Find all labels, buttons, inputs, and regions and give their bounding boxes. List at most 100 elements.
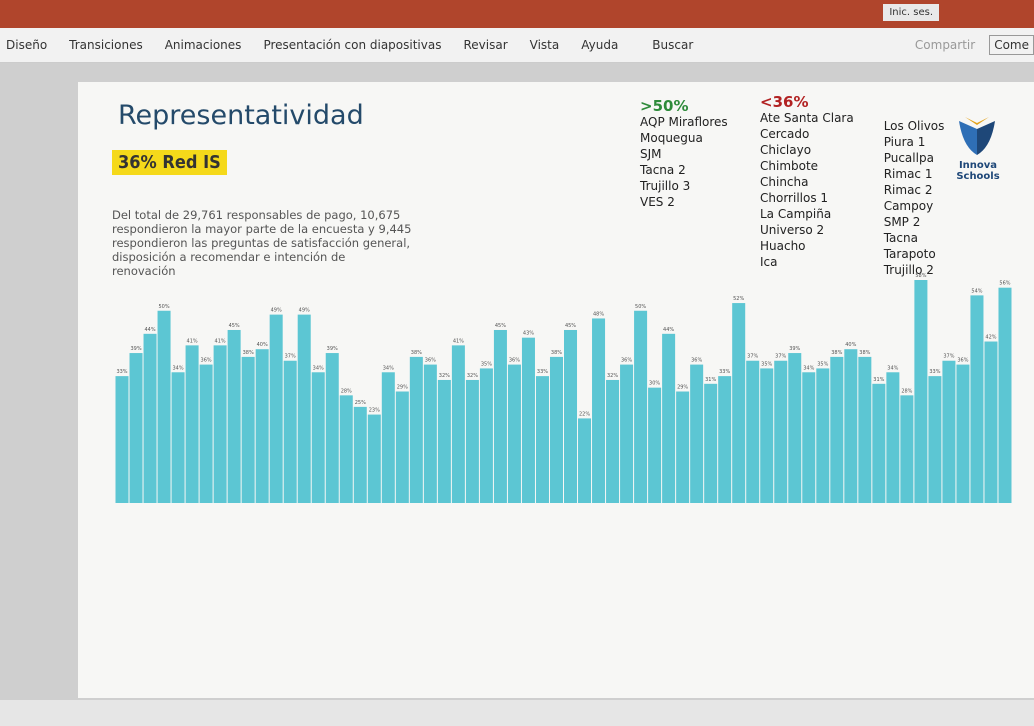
bar bbox=[998, 288, 1011, 503]
bar bbox=[802, 372, 815, 503]
bar bbox=[340, 395, 353, 503]
value-label: 34% bbox=[887, 365, 898, 371]
value-label: 22% bbox=[579, 411, 590, 417]
bar bbox=[816, 368, 829, 503]
value-label: 45% bbox=[565, 323, 576, 329]
bar bbox=[270, 315, 283, 503]
bar bbox=[606, 380, 619, 503]
bar bbox=[410, 357, 423, 503]
bar bbox=[186, 345, 199, 503]
value-label: 34% bbox=[383, 365, 394, 371]
bar bbox=[914, 280, 927, 503]
bar bbox=[872, 384, 885, 503]
bar bbox=[578, 418, 591, 503]
bar bbox=[690, 365, 703, 503]
value-label: 28% bbox=[901, 388, 912, 394]
bar bbox=[830, 357, 843, 503]
value-label: 33% bbox=[929, 369, 940, 375]
value-label: 39% bbox=[789, 346, 800, 352]
value-label: 25% bbox=[355, 400, 366, 406]
value-label: 29% bbox=[677, 385, 688, 391]
bar bbox=[886, 372, 899, 503]
status-bar bbox=[0, 700, 1034, 726]
bar bbox=[704, 384, 717, 503]
bar bbox=[396, 392, 409, 504]
value-label: 32% bbox=[439, 373, 450, 379]
bar bbox=[508, 365, 521, 503]
page: Inic. ses. DiseñoTransicionesAnimaciones… bbox=[0, 0, 1034, 726]
value-label: 28% bbox=[341, 388, 352, 394]
bar bbox=[718, 376, 731, 503]
value-label: 50% bbox=[158, 304, 169, 310]
bar bbox=[984, 342, 997, 503]
bar bbox=[494, 330, 507, 503]
bar bbox=[466, 380, 479, 503]
bar bbox=[242, 357, 255, 503]
value-label: 37% bbox=[285, 354, 296, 360]
value-label: 39% bbox=[327, 346, 338, 352]
value-label: 36% bbox=[621, 358, 632, 364]
value-label: 31% bbox=[873, 377, 884, 383]
bar bbox=[732, 303, 745, 503]
bar bbox=[424, 365, 437, 503]
bar bbox=[228, 330, 241, 503]
value-label: 35% bbox=[481, 361, 492, 367]
value-label: 36% bbox=[201, 358, 212, 364]
value-label: 41% bbox=[215, 338, 226, 344]
bar bbox=[760, 368, 773, 503]
bar bbox=[970, 295, 983, 503]
bar bbox=[662, 334, 675, 503]
value-label: 34% bbox=[173, 365, 184, 371]
value-label: 41% bbox=[187, 338, 198, 344]
bar bbox=[256, 349, 269, 503]
value-label: 36% bbox=[957, 358, 968, 364]
value-label: 40% bbox=[257, 342, 268, 348]
bar bbox=[564, 330, 577, 503]
value-label: 56% bbox=[999, 281, 1010, 287]
value-label: 31% bbox=[705, 377, 716, 383]
value-label: 34% bbox=[803, 365, 814, 371]
value-label: 32% bbox=[607, 373, 618, 379]
value-label: 38% bbox=[831, 350, 842, 356]
bar bbox=[130, 353, 143, 503]
value-label: 48% bbox=[593, 311, 604, 317]
bar bbox=[536, 376, 549, 503]
bar bbox=[928, 376, 941, 503]
value-label: 30% bbox=[649, 381, 660, 387]
bar bbox=[214, 345, 227, 503]
value-label: 35% bbox=[817, 361, 828, 367]
value-label: 45% bbox=[495, 323, 506, 329]
value-label: 38% bbox=[551, 350, 562, 356]
value-label: 36% bbox=[691, 358, 702, 364]
value-label: 38% bbox=[243, 350, 254, 356]
value-label: 33% bbox=[719, 369, 730, 375]
bar bbox=[900, 395, 913, 503]
value-label: 36% bbox=[425, 358, 436, 364]
bar bbox=[788, 353, 801, 503]
value-label: 39% bbox=[130, 346, 141, 352]
bar bbox=[354, 407, 367, 503]
bar bbox=[326, 353, 339, 503]
bar bbox=[592, 318, 605, 503]
value-label: 37% bbox=[943, 354, 954, 360]
bar bbox=[676, 392, 689, 504]
bar bbox=[298, 315, 311, 503]
value-label: 23% bbox=[369, 408, 380, 414]
value-label: 37% bbox=[775, 354, 786, 360]
bar bbox=[942, 361, 955, 503]
value-label: 41% bbox=[453, 338, 464, 344]
bar bbox=[746, 361, 759, 503]
value-label: 34% bbox=[313, 365, 324, 371]
value-label: 40% bbox=[845, 342, 856, 348]
bar bbox=[368, 415, 381, 503]
value-label: 38% bbox=[411, 350, 422, 356]
value-label: 29% bbox=[397, 385, 408, 391]
value-label: 49% bbox=[271, 308, 282, 314]
bar bbox=[382, 372, 395, 503]
bar bbox=[858, 357, 871, 503]
bar bbox=[522, 338, 535, 503]
value-label: 36% bbox=[509, 358, 520, 364]
chart: 33%39%44%50%34%41%36%41%45%38%40%49%37%4… bbox=[0, 0, 1034, 700]
value-label: 52% bbox=[733, 296, 744, 302]
value-label: 38% bbox=[859, 350, 870, 356]
